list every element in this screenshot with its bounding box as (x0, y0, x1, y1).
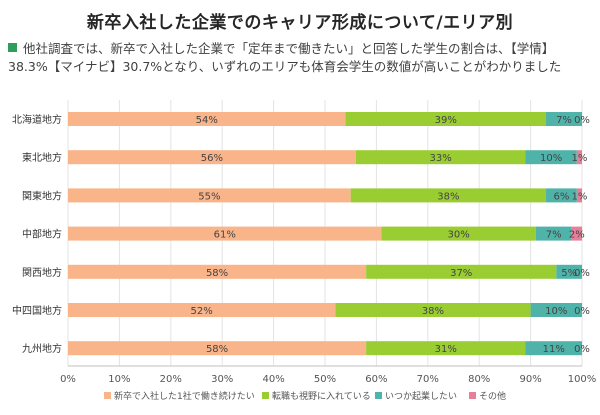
data-label: 30% (448, 230, 470, 241)
category-label: 関東地方 (22, 189, 62, 202)
data-label: 52% (191, 306, 213, 317)
data-label: 38% (422, 306, 444, 317)
data-label: 0% (574, 115, 590, 126)
legend-swatch (104, 392, 111, 399)
legend-swatch (469, 392, 476, 399)
category-label: 九州地方 (22, 342, 62, 355)
bar-segment (350, 188, 547, 203)
bar-segment (546, 188, 577, 203)
bar-segment (68, 341, 367, 356)
bar-segment (335, 303, 531, 317)
data-label: 1% (571, 191, 587, 202)
data-label: 7% (546, 230, 562, 241)
bar-segment (68, 303, 336, 317)
data-label: 1% (571, 153, 587, 164)
x-tick-label: 100% (568, 374, 597, 385)
category-label: 中四国地方 (12, 304, 62, 317)
data-label: 10% (545, 306, 567, 317)
data-label: 10% (540, 153, 562, 164)
bar-segment (571, 226, 582, 241)
bar-segment (355, 150, 526, 165)
data-label: 56% (201, 153, 223, 164)
data-label: 5% (561, 268, 577, 279)
bar-segment (556, 264, 582, 279)
bar-segment (525, 150, 577, 165)
data-label: 0% (574, 344, 590, 355)
legend-label: 新卒で入社した1社で働き続けたい (114, 390, 255, 402)
x-tick-label: 10% (108, 374, 130, 385)
data-label: 31% (435, 344, 457, 355)
x-tick-label: 50% (314, 374, 336, 385)
legend-label: その他 (479, 390, 506, 402)
chart-title: 新卒入社した企業でのキャリア形成について/エリア別 (86, 13, 514, 33)
data-label: 0% (574, 268, 590, 279)
data-label: 38% (437, 191, 459, 202)
legend-label: 転職も視野に入れている (272, 390, 371, 402)
data-label: 7% (556, 115, 572, 126)
data-label: 37% (450, 268, 472, 279)
bar-segment (576, 188, 582, 203)
data-label: 6% (554, 191, 570, 202)
data-label: 58% (206, 344, 228, 355)
legend-swatch (262, 392, 269, 399)
data-label: 55% (198, 191, 220, 202)
note-bullet-icon (8, 43, 17, 52)
x-tick-label: 30% (211, 374, 233, 385)
bar-segment (68, 264, 367, 279)
note-line-1: 他社調査では、新卒で入社した企業で「定年まで働きたい」と回答した学生の割合は、【… (23, 41, 555, 56)
survey-note: 他社調査では、新卒で入社した企業で「定年まで働きたい」と回答した学生の割合は、【… (8, 40, 592, 76)
x-tick-label: 0% (60, 374, 76, 385)
legend-label: いつか起業したい (385, 390, 457, 402)
category-label: 関西地方 (22, 266, 62, 279)
x-tick-label: 20% (160, 374, 182, 385)
x-tick-label: 60% (365, 374, 387, 385)
bar-segment (366, 264, 557, 279)
bar-segment (345, 112, 547, 126)
x-tick-label: 90% (519, 374, 541, 385)
bar-segment (68, 226, 382, 241)
bar-segment (525, 341, 582, 356)
bar-segment (366, 341, 526, 356)
bar-segment (576, 150, 582, 165)
x-tick-label: 40% (262, 374, 284, 385)
category-label: 東北地方 (22, 151, 62, 164)
x-tick-label: 80% (468, 374, 490, 385)
bar-segment (530, 303, 582, 317)
legend-swatch (375, 392, 382, 399)
data-label: 33% (430, 153, 452, 164)
category-label: 北海道地方 (12, 113, 62, 126)
x-tick-label: 70% (417, 374, 439, 385)
data-label: 58% (206, 268, 228, 279)
data-label: 0% (574, 306, 590, 317)
data-label: 39% (435, 115, 457, 126)
bar-segment (68, 112, 346, 126)
data-label: 2% (569, 230, 585, 241)
data-label: 11% (543, 344, 565, 355)
category-label: 中部地方 (22, 228, 62, 241)
bar-segment (68, 150, 356, 165)
bar-segment (546, 112, 582, 126)
note-line-2: 38.3%【マイナビ】30.7%となり、いずれのエリアも体育会学生の数値が高いこ… (8, 59, 562, 74)
data-label: 61% (214, 230, 236, 241)
bar-segment (381, 226, 536, 241)
bar-segment (68, 188, 351, 203)
data-label: 54% (196, 115, 218, 126)
bar-segment (535, 226, 572, 241)
